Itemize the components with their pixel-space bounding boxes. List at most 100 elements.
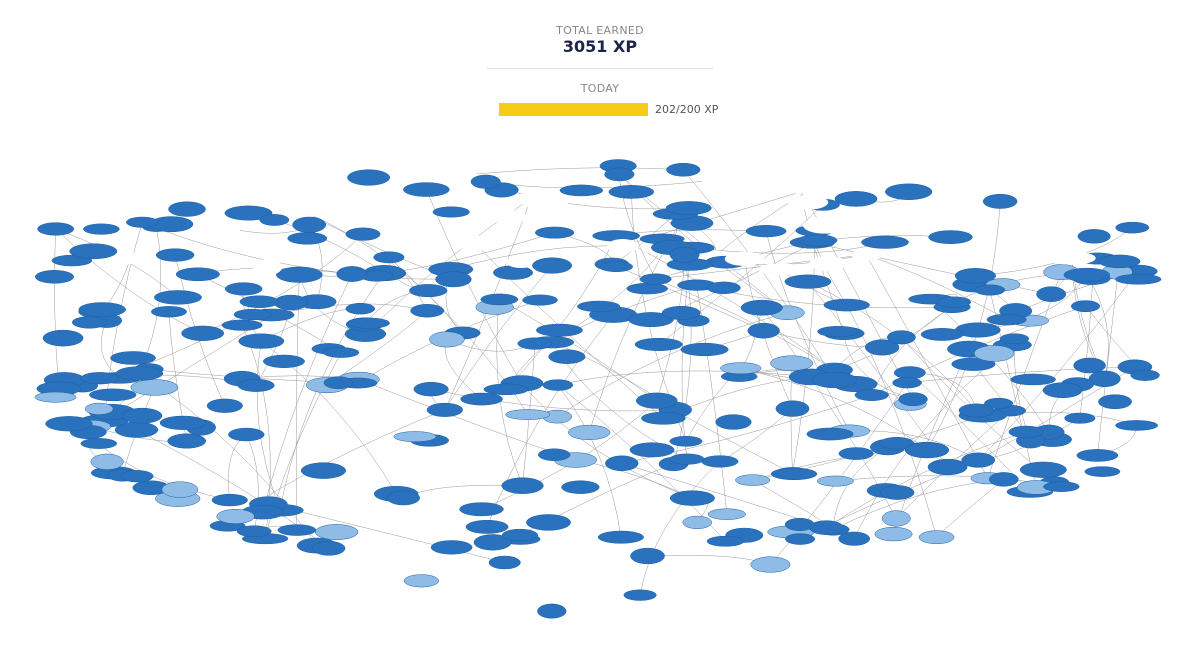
- skill-node[interactable]: [347, 169, 391, 186]
- skill-node[interactable]: [1130, 369, 1160, 381]
- skill-node[interactable]: [312, 540, 346, 556]
- skill-node[interactable]: [1098, 394, 1132, 410]
- skill-node[interactable]: [747, 322, 780, 339]
- skill-node[interactable]: [605, 455, 639, 472]
- skill-node[interactable]: [336, 266, 368, 282]
- skill-node[interactable]: [988, 472, 1019, 487]
- skill-node[interactable]: [537, 603, 567, 619]
- skill-node[interactable]: [410, 304, 445, 318]
- skill-node[interactable]: [834, 191, 878, 207]
- skill-node[interactable]: [429, 331, 465, 348]
- skill-node[interactable]: [608, 185, 655, 199]
- skill-node[interactable]: [623, 589, 657, 601]
- skill-node[interactable]: [1076, 449, 1119, 462]
- skill-node[interactable]: [750, 556, 791, 573]
- skill-node[interactable]: [276, 266, 323, 283]
- skill-node[interactable]: [745, 225, 787, 238]
- skill-node[interactable]: [280, 203, 324, 218]
- skill-node[interactable]: [880, 485, 915, 500]
- skill-node[interactable]: [1115, 273, 1162, 285]
- skill-node[interactable]: [597, 530, 644, 544]
- skill-node[interactable]: [802, 217, 847, 234]
- skill-node[interactable]: [639, 273, 672, 285]
- skill-node[interactable]: [918, 530, 955, 545]
- skill-node[interactable]: [701, 455, 739, 468]
- skill-node[interactable]: [259, 214, 290, 226]
- skill-node[interactable]: [1073, 357, 1106, 374]
- skill-node[interactable]: [665, 201, 712, 215]
- skill-node[interactable]: [770, 355, 814, 372]
- skill-node[interactable]: [630, 547, 665, 565]
- skill-node[interactable]: [635, 392, 678, 409]
- skill-node[interactable]: [851, 248, 882, 261]
- skill-node[interactable]: [121, 407, 163, 424]
- skill-node[interactable]: [112, 252, 149, 265]
- skill-node[interactable]: [393, 431, 437, 443]
- skill-node[interactable]: [999, 333, 1030, 345]
- skill-node[interactable]: [838, 531, 870, 546]
- skill-node[interactable]: [522, 197, 568, 209]
- skill-node[interactable]: [770, 467, 818, 481]
- skill-node[interactable]: [480, 293, 519, 306]
- skill-node[interactable]: [838, 447, 874, 460]
- skill-node[interactable]: [788, 194, 829, 210]
- skill-node[interactable]: [715, 414, 752, 430]
- skill-node[interactable]: [501, 528, 539, 542]
- skill-node[interactable]: [954, 268, 996, 284]
- skill-node[interactable]: [809, 520, 844, 535]
- skill-node[interactable]: [45, 416, 93, 432]
- skill-node[interactable]: [195, 218, 244, 235]
- skill-node[interactable]: [898, 392, 928, 407]
- skill-node[interactable]: [252, 258, 283, 276]
- skill-node[interactable]: [806, 427, 854, 441]
- skill-node[interactable]: [120, 470, 154, 483]
- skill-node[interactable]: [661, 305, 701, 320]
- skill-node[interactable]: [561, 480, 600, 494]
- skill-node[interactable]: [465, 519, 509, 534]
- skill-node[interactable]: [740, 299, 783, 316]
- skill-node[interactable]: [89, 388, 137, 402]
- skill-node[interactable]: [927, 458, 968, 476]
- skill-node[interactable]: [115, 366, 164, 381]
- skill-node[interactable]: [809, 256, 847, 272]
- skill-node[interactable]: [228, 427, 265, 442]
- skill-node[interactable]: [634, 337, 683, 351]
- skill-node[interactable]: [1070, 300, 1101, 313]
- skill-node[interactable]: [159, 415, 207, 430]
- skill-node[interactable]: [538, 448, 571, 461]
- skill-node[interactable]: [126, 216, 159, 228]
- skill-node[interactable]: [669, 435, 703, 447]
- skill-node[interactable]: [982, 193, 1018, 209]
- skill-node[interactable]: [606, 239, 639, 254]
- skill-node[interactable]: [236, 525, 272, 538]
- skill-node[interactable]: [34, 391, 77, 403]
- skill-node[interactable]: [1115, 221, 1150, 234]
- skill-node[interactable]: [483, 383, 529, 396]
- skill-node[interactable]: [206, 398, 243, 413]
- skill-node[interactable]: [403, 574, 439, 588]
- skill-node[interactable]: [973, 345, 1015, 362]
- skill-node[interactable]: [130, 379, 179, 396]
- skill-node[interactable]: [706, 535, 745, 547]
- skill-node[interactable]: [881, 510, 911, 527]
- skill-node[interactable]: [785, 533, 815, 545]
- skill-node[interactable]: [522, 294, 558, 306]
- skill-node[interactable]: [1043, 481, 1080, 492]
- skill-node[interactable]: [239, 295, 279, 308]
- skill-node[interactable]: [426, 402, 463, 417]
- skill-node[interactable]: [885, 183, 933, 200]
- skill-node[interactable]: [430, 540, 473, 555]
- skill-node[interactable]: [559, 184, 604, 197]
- skill-node[interactable]: [345, 227, 381, 241]
- skill-node[interactable]: [490, 209, 527, 225]
- skill-node[interactable]: [224, 282, 263, 296]
- skill-node[interactable]: [797, 234, 838, 247]
- skill-node[interactable]: [893, 366, 926, 380]
- skill-node[interactable]: [879, 436, 915, 450]
- skill-node[interactable]: [784, 517, 815, 531]
- skill-node[interactable]: [1115, 420, 1158, 431]
- skill-node[interactable]: [1019, 461, 1067, 478]
- skill-node[interactable]: [757, 263, 806, 276]
- skill-node[interactable]: [69, 243, 118, 260]
- skill-node[interactable]: [237, 378, 275, 392]
